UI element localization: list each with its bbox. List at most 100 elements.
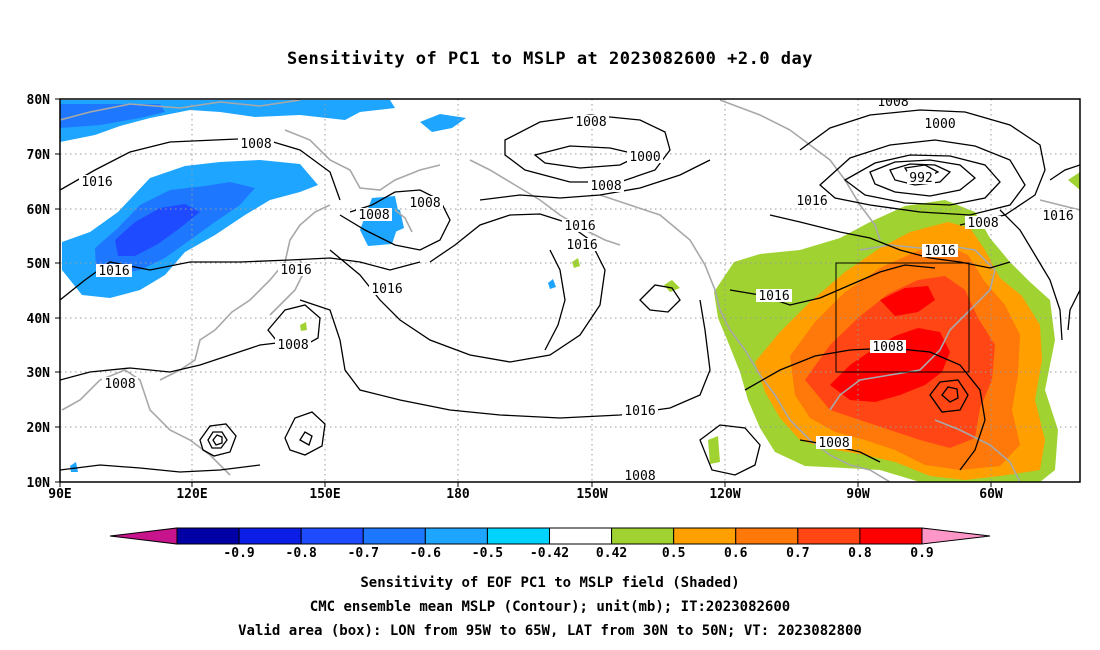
colorbar-label: 0.6 <box>724 546 748 561</box>
colorbar: -0.9 -0.8 -0.7 -0.6 -0.5 -0.42 0.42 0.5 0.6 0.7 0.… <box>109 527 991 561</box>
contour-label: 1016 <box>566 238 597 253</box>
contour-label: 1016 <box>796 194 827 209</box>
colorbar-label: -0.9 <box>223 546 254 561</box>
positive-sensitivity-shading <box>300 172 1080 482</box>
contour-label-bg <box>407 196 443 209</box>
lon-label: 120E <box>176 487 207 502</box>
contour-label: 1016 <box>81 175 112 190</box>
contour-label: 1008 <box>872 340 903 355</box>
contour-label: 1008 <box>967 216 998 231</box>
lon-label: 90E <box>48 487 71 502</box>
contour-label: 1008 <box>240 137 271 152</box>
lat-label: 50N <box>27 257 51 272</box>
shade-green-small-5 <box>300 322 307 331</box>
map-title: Sensitivity of PC1 to MSLP at 2023082600… <box>286 49 813 69</box>
contour-label-bg <box>96 264 132 277</box>
contour-label-bg <box>965 216 1001 229</box>
colorbar-bin <box>362 527 426 545</box>
contour-label: 1008 <box>877 95 908 110</box>
colorbar-bin <box>735 527 799 545</box>
colorbar-label: 0.8 <box>848 546 872 561</box>
colorbar-bin <box>424 527 488 545</box>
lat-label: 20N <box>27 421 51 436</box>
contour-label-bg <box>102 377 138 390</box>
contour-label-bg <box>922 244 958 257</box>
lon-label: 150W <box>576 487 607 502</box>
contour-labels: 1008 1016 1008 1008 1016 1016 1016 1008 1008 1008… <box>79 95 1076 484</box>
contour-label-bg <box>622 469 658 482</box>
contour-label: 1016 <box>98 264 129 279</box>
colorbar-label: -0.7 <box>348 546 379 561</box>
shade-red-core <box>830 328 950 402</box>
contour-label: 1016 <box>758 289 789 304</box>
lat-label: 70N <box>27 148 51 163</box>
lat-label: 30N <box>27 366 51 381</box>
colorbar-bin <box>859 527 923 545</box>
contour-label-bg <box>275 338 311 351</box>
contour-label-bg <box>369 282 405 295</box>
shade-green-small-1 <box>664 280 680 292</box>
contour-label: 1008 <box>104 377 135 392</box>
colorbar-label: -0.8 <box>286 546 317 561</box>
contour-label-bg <box>79 175 115 188</box>
colorbar-label: -0.6 <box>410 546 441 561</box>
contour-label-bg <box>238 137 274 150</box>
contour-label: 1008 <box>358 208 389 223</box>
contour-label: 1016 <box>624 404 655 419</box>
plot-frame <box>59 98 1081 483</box>
axis-ticks <box>55 98 992 487</box>
contour-label-bg <box>875 99 911 108</box>
shade-blue-arctic-core <box>60 104 165 128</box>
contour-label-bg <box>588 179 624 192</box>
colorbar-bin <box>176 527 240 545</box>
contour-label: 1016 <box>280 263 311 278</box>
colorbar-label: -0.42 <box>530 546 569 561</box>
contour-label: 1008 <box>818 436 849 451</box>
contour-label: 1008 <box>575 115 606 130</box>
plot-area: 1008 1016 1008 1008 1016 1016 1016 1008 1008 1008… <box>60 95 1080 484</box>
contour-label: 1008 <box>409 196 440 211</box>
footer-line-2: CMC ensemble mean MSLP (Contour); unit(m… <box>309 599 791 615</box>
lon-label: 90W <box>846 487 870 502</box>
colorbar-label: 0.5 <box>662 546 685 561</box>
longitude-labels: 90E 120E 150E 180 150W 120W 90W 60W <box>48 487 1003 502</box>
contour-label: 1000 <box>629 150 660 165</box>
shade-blue-patch-5 <box>70 462 78 472</box>
valid-area-box <box>835 262 970 373</box>
lon-label: 60W <box>979 487 1003 502</box>
colorbar-bin <box>238 527 302 545</box>
colorbar-label: 0.42 <box>596 546 627 561</box>
contour-label: 1000 <box>924 117 955 132</box>
lat-label: 40N <box>27 312 51 327</box>
footer-line-3: Valid area (box): LON from 95W to 65W, L… <box>238 623 862 639</box>
shade-blue-patch-1 <box>420 114 466 132</box>
contour-label-bg <box>278 263 314 276</box>
colorbar-bin <box>611 527 675 545</box>
colorbar-low-tip <box>109 527 178 545</box>
colorbar-high-tip <box>921 527 991 545</box>
lon-label: 120W <box>709 487 740 502</box>
colorbar-bin <box>300 527 364 545</box>
contour-label-bg <box>356 208 392 221</box>
contour-label: 992 <box>909 171 932 186</box>
lon-label: 150E <box>309 487 340 502</box>
lat-label: 60N <box>27 203 51 218</box>
colorbar-bin <box>797 527 861 545</box>
colorbar-bin <box>549 527 613 545</box>
contour-label: 1008 <box>624 469 655 484</box>
colorbar-label: -0.5 <box>472 546 503 561</box>
colorbar-bin <box>673 527 737 545</box>
contour-label-bg <box>907 171 935 184</box>
contour-label-bg <box>1040 209 1076 222</box>
contour-label-bg <box>622 404 658 417</box>
contour-label-bg <box>562 219 598 232</box>
latitude-labels: 80N 70N 60N 50N 40N 30N 20N 10N <box>27 93 51 491</box>
contour-label: 1016 <box>924 244 955 259</box>
contour-label-bg <box>922 117 958 130</box>
contour-label-bg <box>870 340 906 353</box>
contour-label-bg <box>627 150 663 163</box>
contour-label: 1016 <box>371 282 402 297</box>
contour-label: 1016 <box>1042 209 1073 224</box>
footer-line-1: Sensitivity of EOF PC1 to MSLP field (Sh… <box>360 575 740 591</box>
